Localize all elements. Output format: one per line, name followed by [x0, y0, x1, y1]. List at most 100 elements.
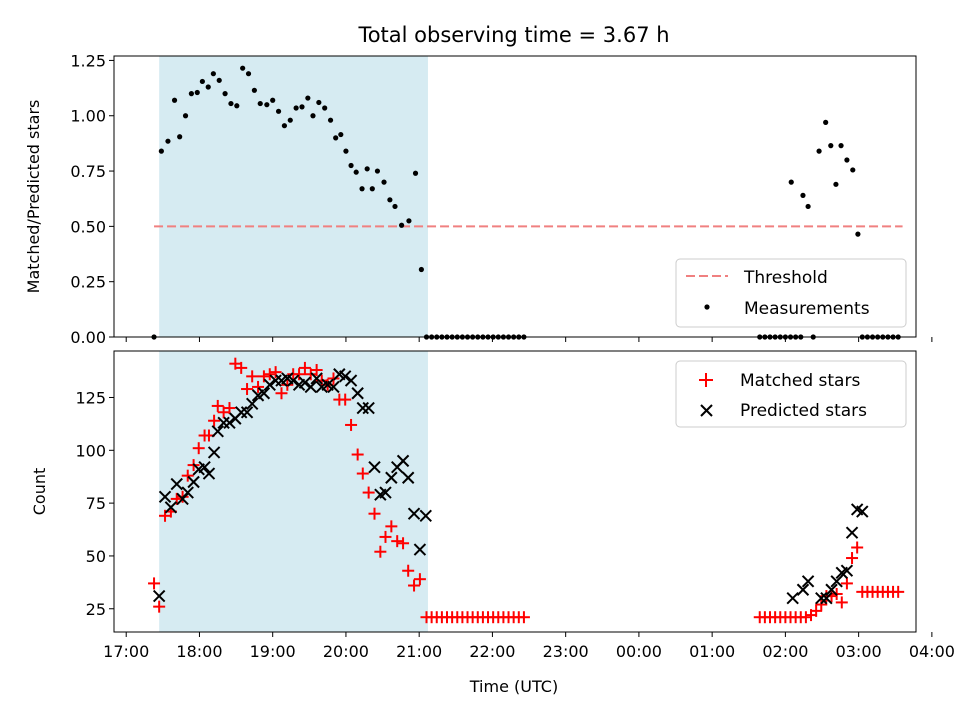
- predicted-stars-point: [240, 406, 254, 419]
- matched-stars-point: [246, 370, 259, 383]
- measurement-point: [257, 100, 263, 107]
- measurement-point: [412, 170, 419, 176]
- predicted-stars-point: [401, 471, 415, 484]
- predicted-stars-point: [217, 416, 230, 430]
- measurement-point: [287, 117, 293, 123]
- predicted-stars-point: [298, 376, 312, 389]
- measurement-point: [828, 143, 834, 149]
- predicted-stars-point: [801, 575, 815, 588]
- measurement-point: [234, 103, 240, 109]
- matched-stars-point: [298, 361, 311, 374]
- matched-stars-point: [153, 600, 166, 613]
- ratio-y-tick-label: 0.00: [70, 328, 106, 347]
- measurement-point: [838, 143, 844, 149]
- x-tick-label: 21:00: [396, 642, 442, 661]
- measurement-point: [850, 167, 856, 173]
- predicted-stars-point: [845, 526, 859, 539]
- x-tick-label: 04:00: [909, 642, 955, 661]
- predicted-stars-point: [234, 406, 248, 419]
- x-tick-label: 18:00: [176, 642, 222, 661]
- measurement-point: [364, 166, 370, 172]
- matched-stars-point: [810, 604, 823, 617]
- measurement-point: [305, 95, 311, 101]
- matched-stars-point: [835, 596, 848, 609]
- matched-stars-point: [351, 448, 364, 461]
- matched-stars-point: [235, 361, 248, 374]
- measurement-point: [343, 148, 349, 154]
- ratio-plot-frame: [113, 55, 917, 338]
- predicted-stars-point: [170, 477, 183, 491]
- predicted-stars-point: [158, 490, 172, 503]
- ratio-shaded-span: [159, 56, 428, 337]
- x-axis-label: Time (UTC): [469, 677, 558, 696]
- predicted-stars-point: [396, 454, 410, 468]
- predicted-stars-point: [362, 401, 375, 415]
- predicted-stars-point: [338, 370, 352, 383]
- measurement-point: [327, 117, 334, 123]
- measurement-point: [855, 231, 861, 237]
- ratio-y-tick-label: 0.75: [70, 162, 106, 181]
- ratio-legend: Threshold Measurements: [675, 258, 907, 328]
- count-y-tick-label: 125: [75, 388, 106, 407]
- matched-stars-point: [252, 380, 265, 393]
- matched-stars-point: [345, 418, 358, 431]
- predicted-stars-point: [368, 460, 381, 474]
- predicted-stars-point: [245, 397, 259, 411]
- measurement-point: [222, 91, 228, 97]
- measurement-point: [188, 91, 194, 97]
- predicted-stars-point: [198, 460, 211, 474]
- measurement-point: [165, 138, 171, 144]
- predicted-stars-point: [356, 401, 369, 415]
- measurement-point: [264, 102, 270, 108]
- matched-stars-point: [192, 442, 205, 455]
- predicted-stars-point: [310, 372, 323, 385]
- measurement-point: [387, 197, 393, 203]
- predicted-stars-point: [207, 446, 221, 459]
- matched-stars-point: [148, 577, 161, 590]
- count-y-tick-label: 25: [86, 600, 106, 619]
- predicted-stars-point: [786, 591, 799, 605]
- measurement-point: [194, 89, 200, 96]
- measurement-point: [275, 108, 282, 114]
- predicted-stars-point: [152, 589, 166, 603]
- measurement-point: [369, 186, 375, 192]
- ratio-y-tick-label: 0.25: [70, 273, 106, 292]
- measurement-point: [251, 87, 257, 93]
- predicted-stars-point: [164, 501, 178, 514]
- predicted-stars-point: [286, 374, 300, 387]
- measurement-point: [228, 100, 234, 107]
- matched-stars-point: [391, 535, 404, 548]
- ratio-y-tick-label: 1.25: [70, 51, 106, 70]
- measurement-point: [299, 104, 305, 110]
- ratio-legend-box: [675, 258, 907, 328]
- predicted-legend-swatch: [700, 404, 713, 417]
- measurement-point: [800, 192, 806, 198]
- matched-stars-point: [339, 393, 352, 406]
- measurement-point: [805, 203, 811, 210]
- matched-stars-point: [208, 414, 221, 427]
- matched-legend-label: Matched stars: [740, 371, 860, 391]
- matched-stars-point: [211, 399, 224, 412]
- predicted-stars-point: [825, 583, 838, 596]
- x-tick-label: 17:00: [103, 642, 149, 661]
- predicted-stars-point: [856, 505, 869, 518]
- measurement-point: [245, 71, 252, 77]
- predicted-stars-point: [344, 374, 358, 387]
- measurement-point: [333, 135, 339, 141]
- matched-stars-point: [362, 486, 375, 499]
- count-panel: 25 50 75 100 125 17:00 18:00 19:00 20:00 21:00 22:…: [30, 350, 955, 696]
- x-tick-label: 02:00: [762, 642, 808, 661]
- measurement-point: [359, 186, 365, 192]
- measurement-point: [182, 113, 189, 119]
- ratio-y-tick-label: 0.50: [70, 217, 106, 236]
- predicted-stars-point: [407, 507, 421, 520]
- measurement-point: [171, 97, 178, 103]
- measurement-point: [293, 105, 299, 111]
- measurement-point: [398, 222, 405, 228]
- predicted-stars-point: [269, 374, 282, 387]
- matched-stars-point: [310, 364, 323, 377]
- predicted-stars-point: [840, 564, 854, 577]
- predicted-stars-point: [830, 575, 843, 588]
- count-plot-frame: [113, 350, 917, 633]
- matched-stars-point: [181, 469, 194, 482]
